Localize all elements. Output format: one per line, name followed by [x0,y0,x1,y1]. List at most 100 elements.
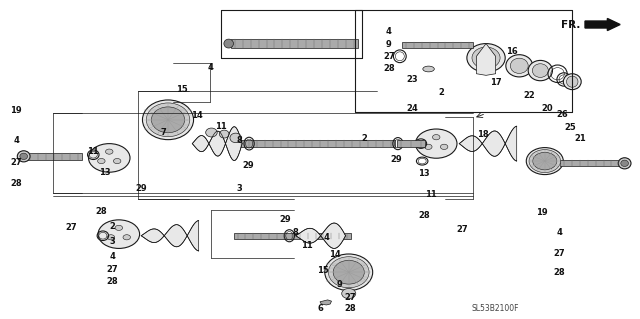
Ellipse shape [510,58,528,73]
Text: 4: 4 [207,63,213,72]
Text: 20: 20 [541,104,552,113]
Text: 11: 11 [301,241,313,250]
Text: 4: 4 [557,228,563,237]
Ellipse shape [115,225,123,230]
Ellipse shape [106,149,113,154]
Ellipse shape [147,103,189,137]
Ellipse shape [440,144,448,150]
Text: 22: 22 [524,91,535,100]
Ellipse shape [143,100,193,140]
Text: 29: 29 [391,155,403,164]
Text: 3: 3 [236,184,242,193]
Text: 15: 15 [317,266,329,275]
Ellipse shape [472,47,500,69]
Ellipse shape [529,150,561,173]
Polygon shape [192,127,242,160]
Ellipse shape [532,152,557,170]
Text: 4: 4 [323,233,330,242]
Text: 27: 27 [10,158,22,167]
Ellipse shape [152,107,184,133]
Text: 21: 21 [575,134,586,143]
Text: 28: 28 [345,304,356,313]
Text: 11: 11 [88,147,99,156]
Ellipse shape [220,130,229,138]
Text: 29: 29 [136,184,147,193]
Bar [234,233,351,239]
Bar [397,140,426,147]
Bar [560,160,623,166]
Polygon shape [141,220,198,251]
Text: 25: 25 [564,122,576,132]
Ellipse shape [98,220,140,249]
Text: 6: 6 [317,304,323,313]
Ellipse shape [98,159,105,164]
Text: 18: 18 [477,130,489,139]
Ellipse shape [477,51,495,65]
Ellipse shape [566,76,578,87]
Ellipse shape [224,39,234,48]
Text: 27: 27 [456,225,468,234]
Ellipse shape [342,288,356,299]
Bar [402,42,473,48]
Text: 27: 27 [65,223,77,232]
Text: 7: 7 [161,128,166,137]
Text: 14: 14 [191,111,204,120]
Text: 28: 28 [10,179,22,188]
Ellipse shape [123,235,131,240]
Text: 28: 28 [107,277,118,286]
Polygon shape [476,44,495,75]
Ellipse shape [113,159,121,164]
Ellipse shape [467,44,505,72]
Text: 27: 27 [345,293,356,302]
Text: 11: 11 [215,122,227,131]
Text: 13: 13 [99,168,111,177]
Text: 23: 23 [407,75,419,84]
Ellipse shape [423,66,435,72]
Text: 28: 28 [554,268,565,277]
Ellipse shape [415,129,457,158]
Text: 13: 13 [419,169,430,178]
Text: 4: 4 [386,27,392,36]
Text: 8: 8 [236,136,242,145]
Text: 16: 16 [506,47,518,56]
Polygon shape [460,126,516,161]
Text: 27: 27 [383,52,395,61]
Text: 15: 15 [175,85,188,94]
Text: 28: 28 [383,63,395,72]
Text: 27: 27 [554,249,565,258]
Ellipse shape [526,148,563,174]
Ellipse shape [230,133,241,143]
Ellipse shape [88,144,130,172]
Ellipse shape [17,151,30,162]
Bar [230,40,358,48]
Text: 26: 26 [557,110,568,119]
Ellipse shape [506,55,532,77]
Bar [237,140,396,147]
Text: 27: 27 [107,264,118,274]
Text: 29: 29 [279,215,291,224]
Bar [26,153,83,160]
FancyArrow shape [585,19,620,31]
Ellipse shape [20,153,28,160]
Ellipse shape [532,64,548,78]
Text: 29: 29 [243,161,254,170]
Text: 24: 24 [407,104,419,113]
Ellipse shape [424,144,432,150]
Ellipse shape [324,254,372,291]
Text: 28: 28 [419,211,430,219]
Text: 2: 2 [362,134,367,143]
Text: 4: 4 [109,252,115,261]
Ellipse shape [107,235,115,240]
Text: 14: 14 [329,250,340,259]
Ellipse shape [621,160,628,167]
Text: 9: 9 [386,40,392,49]
Text: FR.: FR. [561,19,580,30]
Text: 17: 17 [490,78,501,87]
Text: 8: 8 [293,228,299,237]
Ellipse shape [528,60,552,81]
Polygon shape [296,223,346,249]
Text: 3: 3 [109,237,115,246]
Text: 2: 2 [109,222,115,231]
Ellipse shape [563,74,581,90]
Text: 4: 4 [13,136,19,145]
